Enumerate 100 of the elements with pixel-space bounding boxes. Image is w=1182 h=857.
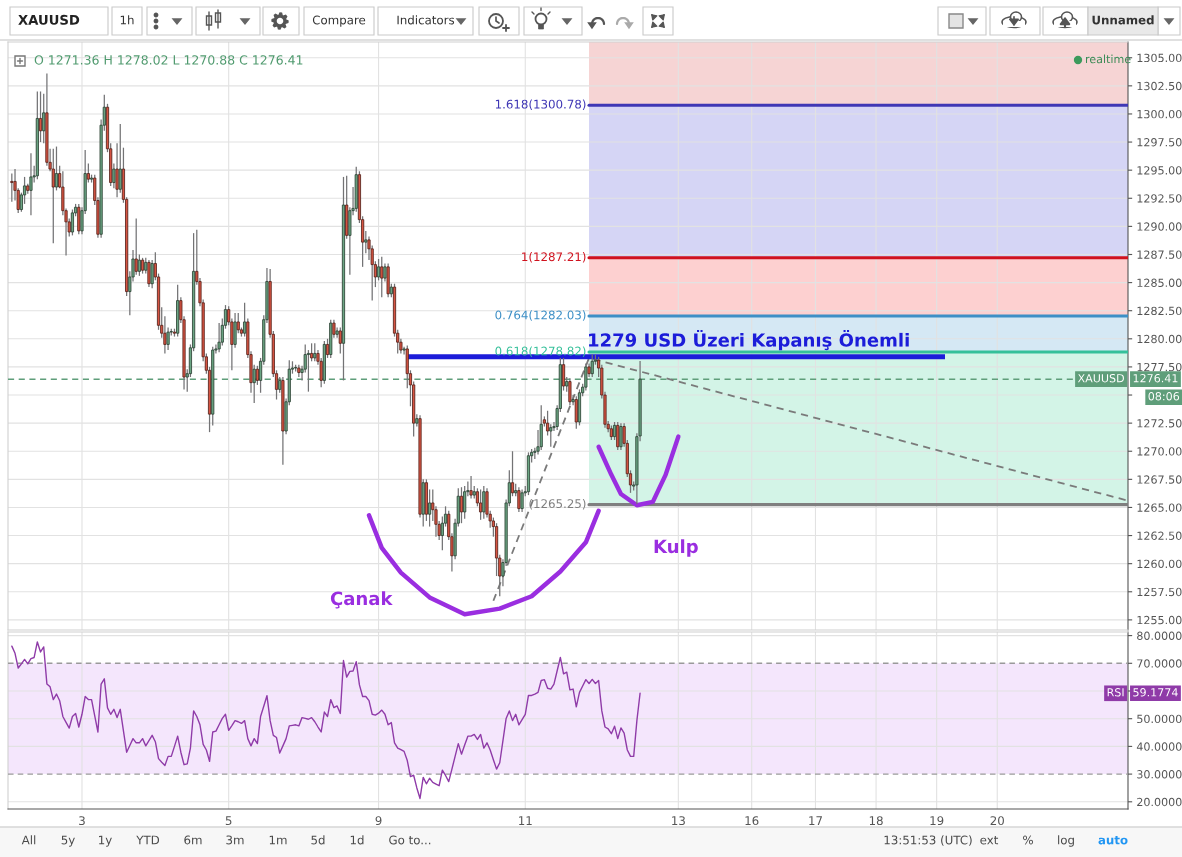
candlestick [364,230,368,254]
candlestick [255,365,259,386]
x-tick-label: 5 [225,816,232,826]
candlestick [517,486,521,513]
y-tick-label: 1265.00 [1137,503,1182,512]
x-tick-label: 3 [79,816,85,826]
x-tick-label: 16 [745,816,759,826]
annotation: Çanak [330,591,393,609]
text: 1m [269,835,287,845]
candlestick [482,485,486,520]
text: Go to... [389,835,431,845]
annotation: Kulp [654,539,698,557]
y-tick-label: 1292.50 [1137,194,1182,203]
text: 5d [311,835,325,845]
candlestick [243,302,247,338]
y-tick-label: 1257.50 [1137,587,1182,597]
candlestick [10,172,14,203]
x-tick-label: 18 [869,816,883,826]
y-tick-label: 1255.00 [1137,615,1182,625]
candlestick [236,312,240,334]
legend-label: RSI [1107,688,1124,697]
x-tick-label: 20 [990,816,1004,826]
ref-line-label: 1279 USD Üzeri Kapanış Önemli [589,329,909,351]
candlestick [217,322,221,353]
candlestick [520,488,524,513]
text: auto [1098,835,1128,845]
candlestick [42,93,46,144]
y-tick-label: 1260.00 [1137,559,1182,569]
candlestick [118,123,122,194]
y-tick-label: 1277.50 [1137,362,1182,372]
y-tick-label: 1297.50 [1137,138,1182,147]
y-tick-label: 40.0000 [1136,742,1182,751]
y-tick-label: 1262.50 [1137,531,1182,540]
y-tick-label: 1300.00 [1137,109,1182,119]
line-series [11,641,641,800]
ref-line-label: 1(1287.21) [522,252,586,263]
ref-line-label: (1265.25) [529,498,586,510]
y-tick-label: 70.0000 [1137,659,1182,668]
chart-title: XAUUSD [18,14,80,25]
y-tick-label: 1272.50 [1137,419,1182,428]
text: 59.1774 [1133,688,1178,697]
text: Unnamed [1092,15,1154,25]
candlestick [539,404,543,451]
y-tick-label: 80.0000 [1137,631,1182,640]
candlestick [479,488,483,521]
candlestick [377,258,381,281]
text: Indicators [397,15,455,25]
y-tick-label: 1290.00 [1137,222,1182,231]
y-tick-label: 1267.50 [1137,475,1182,484]
text: All [21,835,36,845]
text: XAUUSD [1077,373,1124,383]
y-tick-label: 20.0000 [1137,797,1182,807]
x-tick-label: 11 [519,816,532,825]
candlestick [325,338,330,359]
y-tick-label: 1285.00 [1137,278,1182,287]
x-tick-label: 9 [375,816,382,826]
y-tick-label: 1282.50 [1137,306,1182,316]
y-tick-label: 1270.00 [1137,447,1182,456]
y-tick-label: 1280.00 [1137,334,1182,344]
candlestick [619,422,623,451]
text: 08:06 [1148,392,1180,401]
candlestick [574,395,578,430]
text: ext [980,835,999,845]
x-tick-label: 17 [809,816,822,825]
y-tick-label: 30.0000 [1137,770,1182,779]
candlestick [38,90,43,143]
text: 1y [99,835,112,847]
candlestick [616,421,620,451]
text: 6m [184,835,202,845]
text: 5y [61,835,75,847]
candlestick [86,162,90,184]
text: YTD [136,835,160,845]
candlestick [463,485,467,520]
candlestick [134,217,138,276]
ref-line-label: 1.618(1300.78) [495,99,586,110]
text: 3m [226,835,244,845]
text: 13:51:53 (UTC) [884,835,972,846]
x-tick-label: 19 [930,816,944,826]
line-series [596,434,681,508]
text: Compare [312,15,366,27]
y-tick-label: 1295.00 [1137,166,1182,175]
text: % [1023,835,1033,845]
candlestick [115,142,119,198]
y-tick-label: 50.0000 [1137,714,1182,724]
ref-line-label: 0.764(1282.03) [495,310,586,321]
y-tick-label: 1287.50 [1137,250,1182,259]
ref-line-label: 1276.41 [1133,373,1178,383]
y-tick-label: 1305.00 [1137,53,1182,63]
text: 1h [120,15,134,25]
text: log [1058,835,1074,847]
candlestick [459,486,464,524]
annotation: O 1271.36 H 1278.02 L 1270.88 C 1276.41 [34,55,303,65]
text: 1d [350,835,364,845]
y-tick-label: 1302.50 [1137,81,1182,91]
candlestick [549,423,553,448]
candlestick [252,364,256,404]
x-tick-label: 13 [672,816,685,826]
candlestick [428,488,432,528]
candlestick [137,253,141,277]
annotation: realtime [1086,54,1131,64]
